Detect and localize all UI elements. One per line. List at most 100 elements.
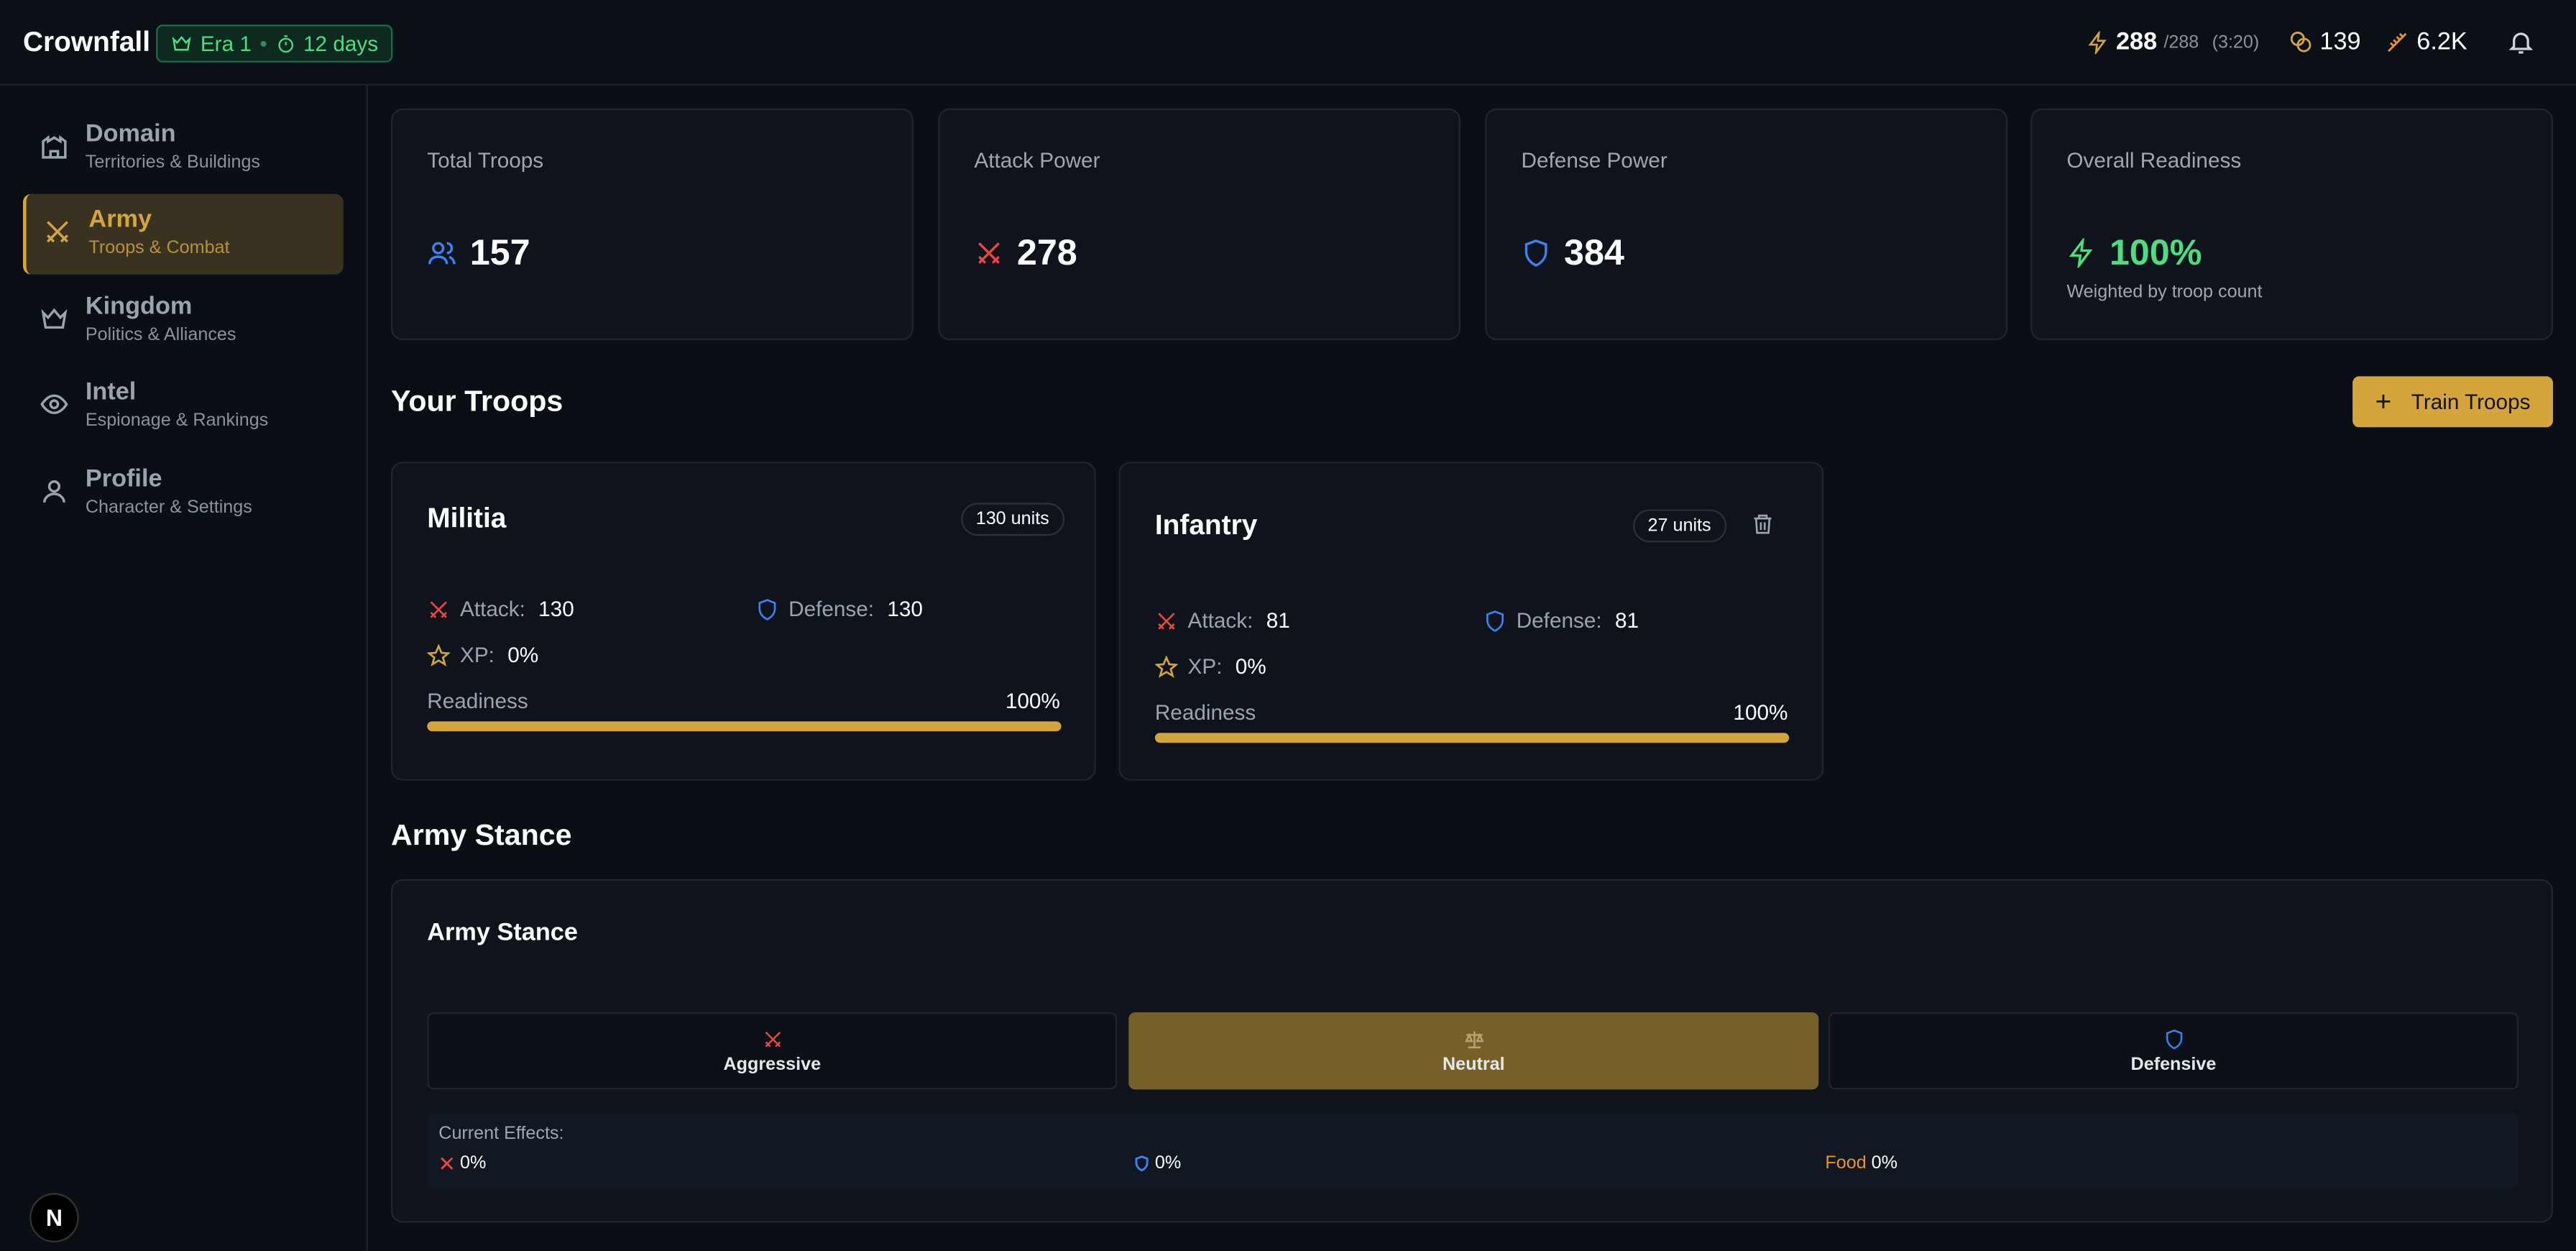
brand[interactable]: Crownfall xyxy=(22,26,151,58)
row: Defense: 130 xyxy=(755,597,923,621)
stat-card: Attack Power 278 xyxy=(938,108,1460,341)
row: Attack: 130 xyxy=(427,597,574,621)
row: XP: 0% xyxy=(427,643,538,667)
option-label: Neutral xyxy=(1442,1054,1505,1074)
e: 0% xyxy=(1133,1154,1181,1173)
icon xyxy=(42,480,65,503)
nav-item[interactable]: Army Troops & Combat xyxy=(22,193,344,275)
effect-label: Food xyxy=(1825,1153,1867,1173)
effect-value: 0% xyxy=(1154,1153,1182,1173)
attack-label: Attack: xyxy=(459,596,525,621)
icon xyxy=(2290,31,2312,52)
icon xyxy=(1464,1030,1484,1048)
troop-card: Militia 130 units Attack: 130 Defense: 130… xyxy=(390,462,1096,781)
button-label: Train Troops xyxy=(2411,389,2531,414)
sval: 100% xyxy=(2066,232,2202,274)
icon xyxy=(172,35,191,51)
readiness: 100% xyxy=(1733,700,1788,725)
nav-item[interactable]: Profile Character & Settings xyxy=(23,454,344,534)
e: 0% xyxy=(438,1154,486,1173)
circle xyxy=(2296,37,2312,52)
units-badge: 130 units xyxy=(961,503,1064,536)
defense: 130 xyxy=(887,596,923,621)
nav-sub: Troops & Combat xyxy=(88,238,230,258)
stat-value: 384 xyxy=(1563,232,1624,273)
option-label: Aggressive xyxy=(723,1054,822,1074)
delete-icon[interactable] xyxy=(1752,513,1775,536)
path xyxy=(1524,239,1547,267)
path xyxy=(758,598,776,620)
icon xyxy=(2388,32,2407,52)
readiness: 100% xyxy=(1005,688,1060,713)
card-title: Army Stance xyxy=(427,918,578,947)
path xyxy=(764,1030,781,1047)
path xyxy=(42,492,65,503)
sidebar: Domain Territories & Buildings Army Troops… xyxy=(0,85,368,1251)
circle xyxy=(47,480,60,493)
defense: 81 xyxy=(1614,608,1639,633)
icon xyxy=(441,1157,454,1170)
section-title: Your Troops xyxy=(390,384,564,418)
food: 6.2K xyxy=(2416,27,2467,56)
icon xyxy=(428,242,456,265)
effects-box: Current Effects: 0% 0% Food 0% xyxy=(427,1112,2518,1188)
stat-value: 100% xyxy=(2109,232,2202,273)
nav-sub: Territories & Buildings xyxy=(85,152,260,173)
stat-label: Defense Power xyxy=(1521,147,1668,173)
path xyxy=(441,1157,454,1170)
stat-card: Overall Readiness 100% Weighted by troop… xyxy=(2030,108,2553,341)
path xyxy=(427,643,451,666)
sval: 157 xyxy=(427,232,530,274)
path xyxy=(1754,514,1772,534)
nav-item[interactable]: Intel Espionage & Rankings xyxy=(23,367,344,447)
icon xyxy=(2069,238,2093,268)
troop-name: Infantry xyxy=(1154,509,1258,541)
path xyxy=(2165,1028,2182,1049)
icon xyxy=(1486,610,1504,631)
effects-label: Current Effects: xyxy=(438,1124,564,1144)
path xyxy=(1486,610,1504,631)
row: XP: 0% xyxy=(1154,654,1266,679)
stat-card: Defense Power 384 xyxy=(1485,108,2008,341)
path xyxy=(2388,32,2407,52)
attack: 81 xyxy=(1266,608,1290,633)
icon xyxy=(764,1030,781,1047)
xp-label: XP: xyxy=(459,642,494,667)
bell-icon[interactable] xyxy=(2507,28,2535,56)
icon xyxy=(42,134,67,159)
path xyxy=(41,308,68,329)
era: Era 1 xyxy=(200,31,252,56)
troop-name: Militia xyxy=(427,503,507,534)
stat-note: Weighted by troop count xyxy=(2066,283,2263,303)
path xyxy=(2508,32,2534,54)
nav-label: Intel xyxy=(85,377,137,406)
troop-card: Infantry 27 units Attack: 81 Defense: 81 X… xyxy=(1118,462,1824,781)
nav-label: Army xyxy=(88,205,152,234)
train-troops-button[interactable]: + Train Troops xyxy=(2352,376,2553,428)
stance-option[interactable]: Neutral xyxy=(1128,1012,1819,1090)
stance-option[interactable]: Defensive xyxy=(1828,1012,2518,1090)
xp: 0% xyxy=(1235,654,1266,679)
nav-item[interactable]: Domain Territories & Buildings xyxy=(23,109,344,189)
energy: 288 xyxy=(2115,27,2158,56)
span: + xyxy=(2375,385,2392,417)
nav-label: Profile xyxy=(85,464,162,493)
span: • xyxy=(259,31,267,56)
era-badge: Era 1 • 12 days xyxy=(156,24,393,63)
path xyxy=(2069,238,2093,268)
stat-label: Total Troops xyxy=(427,147,544,173)
days: 12 days xyxy=(303,31,379,56)
path xyxy=(1158,612,1175,629)
xp-label: XP: xyxy=(1187,654,1223,679)
path xyxy=(42,134,67,159)
nav-sub: Espionage & Rankings xyxy=(85,411,269,431)
sval: 384 xyxy=(1522,232,1624,274)
path xyxy=(283,34,288,45)
nav-item[interactable]: Kingdom Politics & Alliances xyxy=(23,281,344,362)
logo[interactable]: N xyxy=(29,1193,79,1242)
stance-option[interactable]: Aggressive xyxy=(427,1012,1118,1090)
option-label: Defensive xyxy=(2130,1054,2217,1074)
path xyxy=(430,600,447,618)
path xyxy=(1154,654,1178,677)
